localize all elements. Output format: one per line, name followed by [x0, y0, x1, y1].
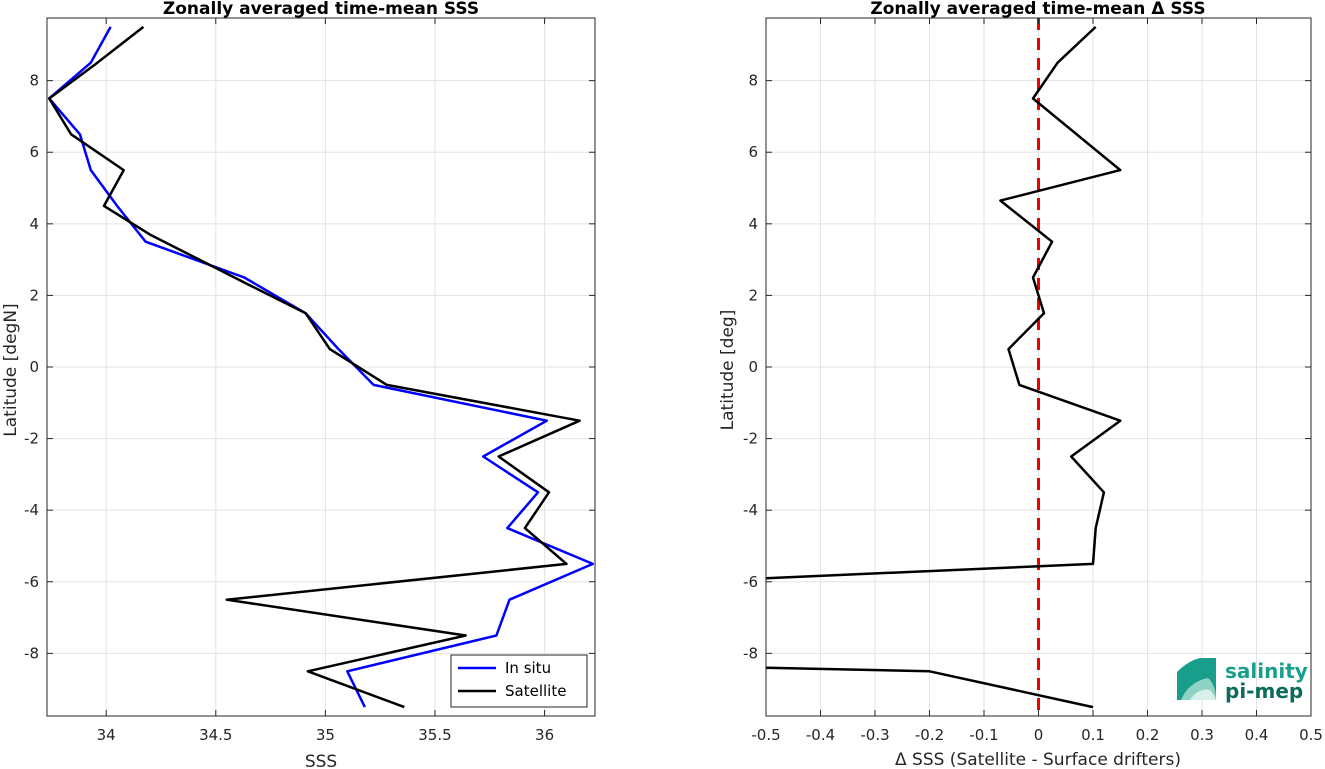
right-xtick-label: 0: [1034, 726, 1044, 744]
right-ytick-label: -4: [743, 501, 758, 519]
left-ytick-label: 6: [29, 143, 39, 161]
right-xtick-label: -0.2: [915, 726, 944, 744]
right-xtick-label: 0.3: [1190, 726, 1214, 744]
left-ytick-label: -6: [24, 573, 39, 591]
right-xtick-label: 0.5: [1299, 726, 1323, 744]
series-line-delta-sss: [765, 25, 1122, 580]
right-ytick-label: -6: [743, 573, 758, 591]
right-xtick-label: 0.1: [1081, 726, 1105, 744]
right-xtick-label: -0.4: [806, 726, 835, 744]
right-chart-panel: -0.5 -0.4 -0.3 -0.2 -0.1 0 0.1 0.2 0.3 0.4 0.5 -8 -6…: [718, 0, 1323, 769]
left-chart-panel: 34 34.5 35 35.5 36 -8 -6 -4 -2 0 2 4 6 8 Zonally aver…: [1, 0, 596, 769]
left-ytick-label: -4: [24, 501, 39, 519]
right-ticks: -0.5 -0.4 -0.3 -0.2 -0.1 0 0.1 0.2 0.3 0.4 0.5 -8 -6…: [743, 18, 1323, 744]
right-xtick-label: -0.5: [751, 726, 780, 744]
left-ytick-label: 4: [29, 215, 39, 233]
right-x-axis-label: Δ SSS (Satellite - Surface drifters): [895, 750, 1181, 769]
left-y-axis-label: Latitude [degN]: [1, 303, 21, 436]
left-ticks: 34 34.5 35 35.5 36 -8 -6 -4 -2 0 2 4 6 8: [24, 18, 595, 744]
right-xtick-label: -0.1: [969, 726, 998, 744]
right-xtick-label: -0.3: [860, 726, 889, 744]
left-xtick-label: 34.5: [199, 726, 232, 744]
right-xtick-label: 0.2: [1136, 726, 1160, 744]
series-line-satellite: [47, 25, 581, 709]
right-ytick-label: -2: [743, 430, 758, 448]
left-xtick-label: 35.5: [418, 726, 451, 744]
left-ytick-label: -8: [24, 644, 39, 662]
left-chart-title: Zonally averaged time-mean SSS: [163, 0, 479, 19]
legend: In situ Satellite: [450, 654, 588, 708]
left-ytick-label: -2: [24, 430, 39, 448]
salinity-pi-mep-logo: salinity pi-mep: [1177, 658, 1308, 703]
logo-text-pi-mep: pi-mep: [1225, 679, 1303, 703]
legend-label-satellite: Satellite: [505, 682, 566, 700]
left-x-axis-label: SSS: [305, 752, 337, 769]
right-ytick-label: -8: [743, 644, 758, 662]
right-ytick-label: 4: [748, 215, 758, 233]
right-ytick-label: 0: [748, 358, 758, 376]
left-grid: [47, 18, 595, 716]
left-ytick-label: 8: [29, 72, 39, 90]
left-series: [47, 25, 595, 709]
logo-text-salinity: salinity: [1225, 659, 1308, 683]
right-y-axis-label: Latitude [deg]: [718, 310, 738, 431]
right-xtick-label: 0.4: [1245, 726, 1269, 744]
right-ytick-label: 6: [748, 143, 758, 161]
right-ytick-label: 8: [748, 72, 758, 90]
left-ytick-label: 2: [29, 286, 39, 304]
series-line-delta-sss: [765, 666, 1094, 709]
left-ytick-label: 0: [29, 358, 39, 376]
logo-wave-icon: [1177, 658, 1216, 700]
right-ytick-label: 2: [748, 286, 758, 304]
left-xtick-label: 36: [535, 726, 554, 744]
left-xtick-label: 34: [97, 726, 116, 744]
legend-box: [450, 654, 588, 708]
left-xtick-label: 35: [316, 726, 335, 744]
legend-label-in-situ: In situ: [505, 659, 551, 677]
right-series: [765, 25, 1122, 709]
right-chart-title: Zonally averaged time-mean Δ SSS: [870, 0, 1205, 19]
